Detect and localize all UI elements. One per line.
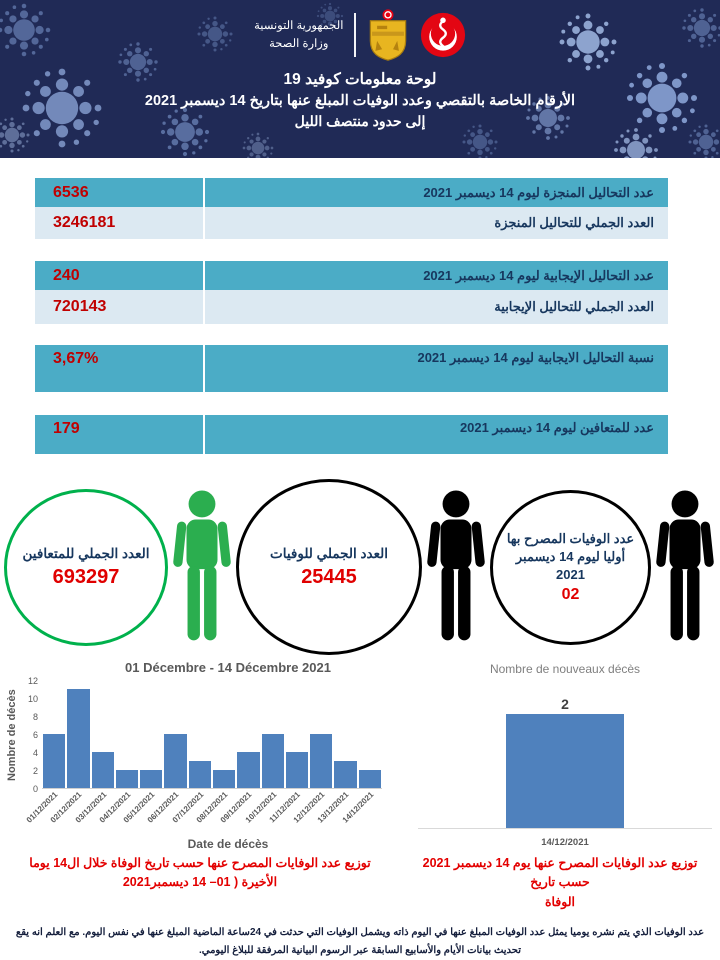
spacer xyxy=(35,324,668,345)
new-deaths-chart: Nombre de nouveaux décès 2 14/12/2021 xyxy=(410,660,720,852)
histogram-bar xyxy=(188,761,211,788)
stats-section: 6536 عدد التحاليل المنجزة ليوم 14 ديسمبر… xyxy=(35,178,668,454)
histogram-bar xyxy=(261,734,284,788)
y-tick-label: 12 xyxy=(27,676,38,686)
caption-line: الأخيرة ( 01– 14 ديسمبر2021 xyxy=(122,875,278,890)
y-tick-label: 2 xyxy=(32,766,38,776)
x-axis-title: Date de décès xyxy=(187,837,269,851)
new-deaths-label: عدد الوفيات المصرح بها أوليا ليوم 14 ديس… xyxy=(506,530,635,583)
stat-label: نسبة التحاليل الايجابية ليوم 14 ديسمبر 2… xyxy=(417,350,654,365)
stat-label: عدد التحاليل الإيجابية ليوم 14 ديسمبر 20… xyxy=(423,267,654,283)
plot-area: 2 14/12/2021 xyxy=(418,676,712,852)
government-identity-block: الجمهورية التونسية وزارة الصحة xyxy=(0,0,720,61)
ministry-of-health-logo-icon xyxy=(420,12,466,58)
stat-row-positive-today: 240 عدد التحاليل الإيجابية ليوم 14 ديسمب… xyxy=(35,261,668,290)
totals-section: العدد الجملي للمتعافين 693297 العدد الجم… xyxy=(0,478,720,656)
stat-label: عدد التحاليل المنجزة ليوم 14 ديسمبر 2021 xyxy=(423,184,654,200)
total-deaths-value: 25445 xyxy=(301,565,357,588)
title-line-3: إلى حدود منتصف الليل xyxy=(294,113,426,129)
x-axis-tick: 14/12/2021 xyxy=(541,837,589,848)
total-deaths-circle: العدد الجملي للوفيات 25445 xyxy=(236,479,422,655)
government-name: الجمهورية التونسية وزارة الصحة xyxy=(254,17,343,54)
y-tick-label: 6 xyxy=(32,730,38,740)
header-banner: الجمهورية التونسية وزارة الصحة لوحة معلو… xyxy=(0,0,720,158)
stat-row-tests-today: 6536 عدد التحاليل المنجزة ليوم 14 ديسمبر… xyxy=(35,178,668,207)
new-deaths-circle: عدد الوفيات المصرح بها أوليا ليوم 14 ديس… xyxy=(490,489,651,645)
y-axis-ticks: 0 2 4 6 8 10 12 xyxy=(22,676,42,794)
stat-row-positive-total: 720143 العدد الجملي للتحاليل الإيجابية xyxy=(35,290,668,324)
stat-value: 3,67% xyxy=(35,345,205,392)
histogram-bars xyxy=(42,681,382,789)
histogram-bar xyxy=(212,770,236,788)
histogram-bar xyxy=(43,734,66,788)
stat-value: 720143 xyxy=(35,290,205,324)
histogram-bar xyxy=(334,761,357,788)
divider xyxy=(354,13,356,57)
histogram-bar xyxy=(358,770,381,788)
histogram-bar xyxy=(237,752,260,788)
x-axis-ticks: 01/12/2021 02/12/2021 03/12/2021 04/12/2021… xyxy=(25,789,382,841)
stat-value: 179 xyxy=(35,415,205,454)
ministry-label: وزارة الصحة xyxy=(269,38,329,50)
stat-label: العدد الجملي للتحاليل المنجزة xyxy=(494,215,654,230)
y-tick-label: 8 xyxy=(32,712,38,722)
caption-line: الوفاة xyxy=(544,894,576,909)
charts-section: 01 Décembre - 14 Décembre 2021 Nombre de… xyxy=(0,660,720,852)
plot-area: 01/12/2021 02/12/2021 03/12/2021 04/12/2021… xyxy=(25,681,382,841)
histogram-bar xyxy=(310,734,333,788)
y-axis-title: Nombre de décès xyxy=(6,689,18,781)
new-deaths-value: 02 xyxy=(561,586,580,604)
stat-value: 6536 xyxy=(35,178,205,207)
person-green-icon xyxy=(173,490,231,641)
total-recovered-label: العدد الجملي للمتعافين xyxy=(22,546,150,562)
histogram-bar xyxy=(67,689,90,788)
y-tick-label: 10 xyxy=(27,694,38,704)
total-recovered-circle: العدد الجملي للمتعافين 693297 xyxy=(4,488,168,646)
captions-section: توزيع عدد الوفايات المصرح عنها حسب تاريخ… xyxy=(0,854,720,912)
caption-line: توزيع عدد الوفايات المصرح عنها حسب تاريخ… xyxy=(29,856,371,870)
histogram-bar xyxy=(285,752,309,788)
y-tick-label: 0 xyxy=(32,784,38,794)
histogram-bar xyxy=(506,714,624,829)
spacer xyxy=(35,392,668,415)
footer-note: عدد الوفيات الذي يتم نشره يوميا يمثل عدد… xyxy=(15,927,705,957)
republic-label: الجمهورية التونسية xyxy=(254,19,344,32)
y-tick-label: 4 xyxy=(32,748,38,758)
dashboard-title: لوحة معلومات كوفيد 19 الأرقام الخاصة بال… xyxy=(0,70,720,130)
total-deaths-label: العدد الجملي للوفيات xyxy=(270,546,388,562)
x-axis-line xyxy=(418,828,712,829)
bar-data-label: 2 xyxy=(561,696,569,712)
tunisia-coat-of-arms-icon xyxy=(369,9,407,61)
stat-row-recovered-today: 179 عدد للمتعافين ليوم 14 ديسمبر 2021 xyxy=(35,415,668,454)
stat-label: العدد الجملي للتحاليل الإيجابية xyxy=(494,299,654,314)
deaths-by-date-chart: 01 Décembre - 14 Décembre 2021 Nombre de… xyxy=(0,660,410,852)
person-black-icon xyxy=(656,490,714,641)
stat-row-positivity-rate: 3,67% نسبة التحاليل الايجابية ليوم 14 دي… xyxy=(35,345,668,392)
right-chart-caption: توزيع عدد الوفايات المصرح عنها يوم 14 دي… xyxy=(400,854,720,912)
title-line-1: لوحة معلومات كوفيد 19 xyxy=(283,71,437,88)
chart-title: 01 Décembre - 14 Décembre 2021 xyxy=(125,660,331,675)
left-chart-caption: توزيع عدد الوفايات المصرح عنها حسب تاريخ… xyxy=(0,854,400,912)
stat-row-tests-total: 3246181 العدد الجملي للتحاليل المنجزة xyxy=(35,207,668,239)
x-tick: 14/12/2021 xyxy=(340,789,381,841)
histogram-bar xyxy=(91,752,114,788)
chart-title: Nombre de nouveaux décès xyxy=(489,662,641,676)
stat-value: 240 xyxy=(35,261,205,290)
histogram-bar xyxy=(164,734,187,788)
stat-label: عدد للمتعافين ليوم 14 ديسمبر 2021 xyxy=(459,420,654,435)
person-black-icon xyxy=(427,490,485,641)
spacer xyxy=(35,239,668,261)
title-line-2: الأرقام الخاصة بالتقصي وعدد الوفيات المب… xyxy=(144,93,576,109)
stat-value: 3246181 xyxy=(35,207,205,239)
histogram-bar xyxy=(140,770,163,788)
histogram-bar xyxy=(115,770,139,788)
total-recovered-value: 693297 xyxy=(52,565,120,588)
caption-line: توزيع عدد الوفايات المصرح عنها يوم 14 دي… xyxy=(422,856,698,890)
